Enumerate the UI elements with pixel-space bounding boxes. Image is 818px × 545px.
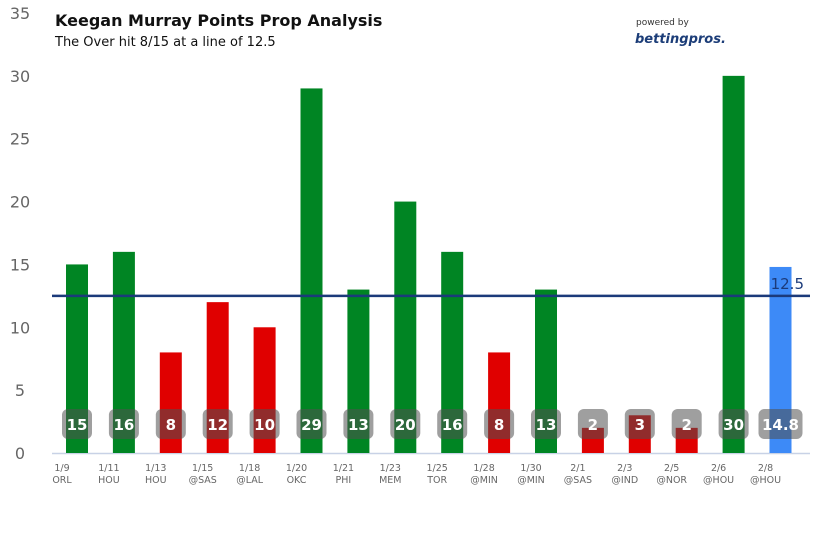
value-label-bg — [484, 409, 515, 439]
value-label: 2 — [588, 416, 598, 434]
value-label-bg — [531, 409, 561, 439]
x-tick-opponent: @MIN — [470, 475, 498, 486]
value-label: 2 — [681, 416, 691, 434]
value-label-bg — [718, 409, 749, 439]
x-tick-date: 2/1 — [570, 463, 585, 474]
x-tick-opponent: @IND — [611, 475, 638, 486]
bar — [394, 201, 417, 453]
y-tick-label: 35 — [10, 4, 30, 23]
value-label: 30 — [723, 416, 744, 434]
x-tick-date: 1/20 — [286, 463, 307, 474]
bettingpros-logo: bettingpros. — [635, 32, 726, 47]
value-label: 12 — [207, 416, 228, 434]
x-tick-opponent: @HOU — [750, 475, 781, 486]
bar — [300, 88, 323, 453]
value-label-bg — [758, 409, 803, 439]
chart-subtitle: The Over hit 8/15 at a line of 12.5 — [55, 35, 276, 50]
x-tick-date: 1/23 — [380, 463, 401, 474]
x-tick-opponent: @SAS — [189, 475, 217, 486]
x-tick-date: 1/15 — [192, 463, 213, 474]
x-tick-opponent: ORL — [52, 475, 72, 486]
value-label-bg — [624, 409, 655, 439]
value-label: 3 — [635, 416, 645, 434]
x-tick-opponent: PHI — [336, 475, 352, 486]
value-label-bg — [437, 409, 468, 439]
chart-title: Keegan Murray Points Prop Analysis — [55, 11, 383, 30]
value-label: 8 — [494, 416, 504, 434]
x-tick-date: 1/25 — [427, 463, 448, 474]
x-tick-opponent: @SAS — [564, 475, 592, 486]
value-label-bg — [202, 409, 233, 439]
value-label-bg — [296, 409, 327, 439]
value-label: 16 — [442, 416, 463, 434]
x-tick-date: 2/8 — [758, 463, 773, 474]
x-tick-date: 1/11 — [98, 463, 119, 474]
value-label-bg — [249, 409, 280, 439]
x-tick-opponent: HOU — [98, 475, 120, 486]
x-tick-date: 1/13 — [145, 463, 166, 474]
value-label: 13 — [536, 416, 557, 434]
x-tick-opponent: OKC — [287, 475, 307, 486]
value-label: 16 — [113, 416, 134, 434]
bar — [769, 266, 792, 453]
x-tick-date: 1/28 — [473, 463, 494, 474]
y-tick-label: 20 — [10, 193, 30, 212]
x-tick-date: 1/9 — [54, 463, 69, 474]
bar — [112, 251, 135, 453]
x-tick-date: 1/21 — [333, 463, 354, 474]
y-tick-label: 30 — [10, 67, 30, 86]
x-tick-date: 2/3 — [617, 463, 632, 474]
y-tick-label: 0 — [15, 444, 25, 463]
value-label: 13 — [348, 416, 369, 434]
x-tick-opponent: @NOR — [656, 475, 687, 486]
value-label-bg — [343, 409, 374, 439]
value-label-bg — [671, 409, 702, 439]
x-tick-opponent: @HOU — [703, 475, 734, 486]
value-label-bg — [155, 409, 186, 439]
bar — [66, 264, 88, 453]
bar — [722, 75, 745, 453]
x-tick-date: 1/18 — [239, 463, 260, 474]
value-label: 29 — [301, 416, 322, 434]
x-tick-opponent: HOU — [145, 475, 167, 486]
x-tick-opponent: @MIN — [517, 475, 545, 486]
x-tick-opponent: @LAL — [236, 475, 264, 486]
bar — [441, 251, 464, 453]
y-tick-label: 15 — [10, 255, 30, 274]
powered-by-text: powered by — [636, 18, 689, 28]
prop-line-label: 12.5 — [771, 275, 804, 293]
value-label: 20 — [395, 416, 416, 434]
x-tick-date: 2/5 — [664, 463, 679, 474]
value-label: 10 — [254, 416, 275, 434]
value-label-bg — [62, 409, 92, 439]
y-tick-label: 5 — [15, 381, 25, 400]
value-label-bg — [577, 409, 608, 439]
value-label: 8 — [166, 416, 176, 434]
value-label-bg — [108, 409, 139, 439]
y-tick-label: 10 — [10, 318, 30, 337]
x-tick-opponent: TOR — [426, 475, 447, 486]
x-tick-opponent: MEM — [379, 475, 401, 486]
value-label: 15 — [67, 416, 88, 434]
value-label: 14.8 — [762, 416, 799, 434]
x-tick-date: 2/6 — [711, 463, 726, 474]
x-tick-date: 1/30 — [520, 463, 541, 474]
y-tick-label: 25 — [10, 130, 30, 149]
value-label-bg — [390, 409, 421, 439]
